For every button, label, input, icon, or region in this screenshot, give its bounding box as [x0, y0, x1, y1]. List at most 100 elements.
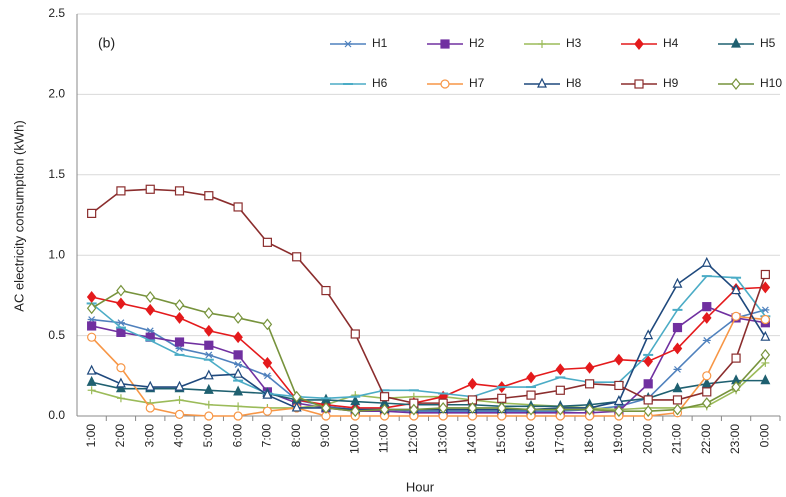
marker: [204, 411, 214, 421]
marker: [321, 285, 331, 296]
x-tick-label: 20:00: [640, 424, 654, 454]
x-tick-label: 10:00: [347, 424, 361, 454]
series: [86, 284, 771, 418]
legend-label: H7: [469, 76, 485, 90]
x-tick-label: 9:00: [318, 424, 332, 448]
y-tick-label: 2.5: [48, 6, 65, 20]
marker: [702, 302, 712, 312]
x-tick-label: 21:00: [670, 424, 684, 454]
marker: [116, 186, 126, 196]
legend-label: H3: [566, 36, 582, 50]
marker: [87, 321, 97, 331]
x-tick-label: 16:00: [523, 424, 537, 454]
marker: [233, 350, 243, 360]
marker: [204, 351, 213, 359]
marker: [702, 387, 712, 397]
marker: [291, 390, 302, 403]
marker: [614, 353, 624, 366]
marker: [701, 256, 712, 267]
marker: [537, 77, 547, 88]
marker: [731, 311, 741, 321]
marker: [379, 392, 390, 402]
x-tick-label: 3:00: [142, 424, 156, 448]
y-tick-label: 1.5: [48, 167, 65, 181]
marker: [467, 401, 478, 414]
marker: [262, 318, 273, 331]
marker: [555, 363, 566, 376]
marker: [701, 377, 712, 388]
marker: [613, 395, 624, 406]
marker: [585, 379, 595, 389]
marker: [175, 395, 184, 404]
marker: [672, 403, 683, 416]
series-line: [91, 188, 767, 404]
marker: [731, 381, 741, 394]
marker: [672, 395, 683, 405]
series-line: [91, 286, 766, 409]
marker: [673, 365, 682, 373]
marker: [262, 356, 273, 369]
x-tick-label: 14:00: [465, 424, 479, 454]
marker: [203, 369, 214, 380]
marker: [262, 237, 272, 247]
marker: [203, 383, 214, 394]
marker: [643, 355, 653, 368]
x-tick-label: 13:00: [435, 424, 449, 454]
x-axis-label: Hour: [406, 479, 435, 494]
marker: [86, 364, 97, 375]
marker: [145, 380, 156, 391]
marker: [233, 331, 243, 344]
x-tick-label: 22:00: [699, 424, 713, 454]
legend-label: H6: [372, 76, 388, 90]
marker: [702, 311, 712, 324]
marker: [555, 385, 565, 395]
marker: [174, 409, 185, 419]
marker: [440, 39, 450, 49]
marker: [116, 319, 125, 327]
marker: [731, 37, 741, 48]
marker: [174, 299, 185, 312]
chart-title: (b): [98, 35, 115, 51]
marker: [634, 79, 644, 89]
marker: [731, 284, 742, 295]
marker: [116, 363, 126, 373]
y-tick-label: 2.0: [48, 87, 65, 101]
series-line: [91, 309, 766, 412]
marker: [291, 401, 302, 412]
marker: [643, 379, 653, 389]
marker: [233, 202, 243, 212]
marker: [760, 374, 771, 385]
marker: [174, 337, 185, 347]
legend-label: H4: [663, 36, 679, 50]
marker: [731, 78, 741, 90]
marker: [174, 311, 185, 324]
marker: [643, 395, 653, 405]
marker: [174, 186, 185, 196]
marker: [233, 385, 244, 396]
x-tick-label: 19:00: [611, 424, 625, 454]
marker: [262, 406, 272, 416]
marker: [614, 380, 624, 391]
marker: [262, 388, 273, 399]
series-line: [91, 315, 766, 417]
marker: [584, 403, 595, 416]
marker: [702, 371, 712, 381]
legend-label: H1: [372, 36, 388, 50]
marker: [538, 40, 546, 48]
x-tick-label: 8:00: [289, 424, 303, 448]
marker: [555, 403, 566, 416]
x-tick-label: 7:00: [260, 424, 274, 448]
marker: [350, 405, 361, 418]
series-line: [91, 275, 766, 400]
marker: [643, 329, 654, 340]
marker: [263, 372, 272, 380]
marker: [702, 397, 712, 410]
marker: [86, 375, 97, 386]
series-line: [91, 262, 767, 411]
marker: [672, 322, 683, 333]
x-tick-label: 4:00: [172, 424, 186, 448]
marker: [761, 306, 770, 314]
marker: [731, 353, 741, 363]
marker: [526, 390, 536, 400]
